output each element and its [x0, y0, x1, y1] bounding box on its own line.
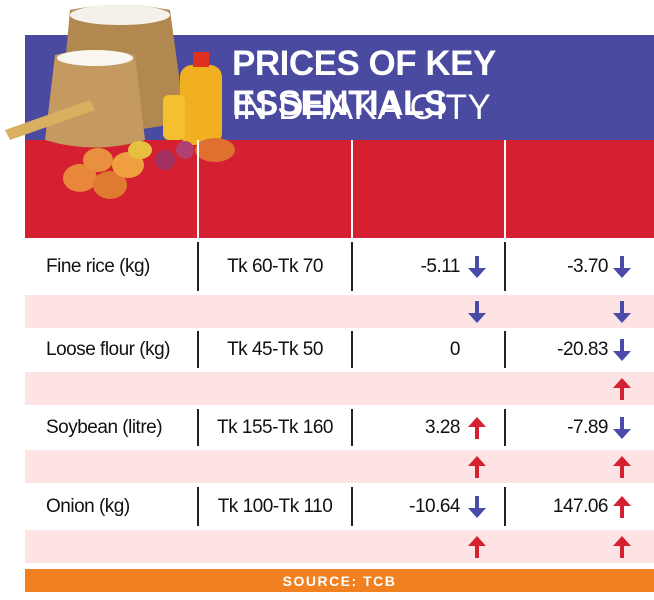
column-divider [197, 242, 199, 291]
arrow-up [468, 535, 486, 558]
change-2: -7.89 [567, 416, 608, 438]
arrow-shape [468, 455, 486, 478]
item-name: Loose flour (kg) [46, 338, 171, 360]
column-divider [197, 409, 199, 446]
price-range: Tk 100-Tk 110 [217, 495, 333, 517]
arrow-up [468, 416, 486, 439]
item-name: Onion (kg) [46, 495, 130, 517]
pink-row [25, 372, 654, 405]
change-2: -3.70 [567, 255, 608, 277]
arrow-down [613, 416, 631, 439]
column-divider [504, 242, 506, 291]
change-1: 0 [449, 338, 461, 360]
arrow-up [613, 495, 631, 518]
column-divider [504, 140, 506, 238]
item-name: Fine rice (kg) [46, 255, 150, 277]
column-divider [351, 487, 353, 526]
pink-row [25, 295, 654, 328]
arrow-shape [613, 377, 631, 400]
arrow-down [468, 300, 486, 323]
price-range: Tk 155-Tk 160 [217, 416, 334, 438]
change-1: 3.28 [425, 416, 460, 438]
arrow-shape [468, 416, 486, 439]
arrow-down [468, 255, 486, 278]
change-2: -20.83 [557, 338, 608, 360]
column-divider [351, 409, 353, 446]
price-range: Tk 45-Tk 50 [227, 338, 323, 360]
pink-row [25, 450, 654, 483]
arrow-up [613, 455, 631, 478]
change-1: -5.11 [420, 255, 461, 277]
column-divider [197, 331, 199, 368]
column-divider [351, 331, 353, 368]
column-divider [504, 487, 506, 526]
source-note: SOURCE: TCB [25, 569, 654, 592]
arrow-down [468, 495, 486, 518]
arrow-shape [468, 495, 486, 518]
arrow-up [613, 377, 631, 400]
column-divider [351, 242, 353, 291]
arrow-shape [613, 300, 631, 323]
arrow-up [613, 535, 631, 558]
arrow-shape [468, 255, 486, 278]
arrow-shape [613, 255, 631, 278]
item-name: Soybean (litre) [46, 416, 163, 438]
change-2: 147.06 [552, 495, 609, 517]
arrow-shape [613, 455, 631, 478]
change-1: -10.64 [409, 495, 460, 517]
arrow-shape [613, 416, 631, 439]
arrow-shape [613, 338, 631, 361]
column-divider [197, 140, 199, 238]
pink-row [25, 530, 654, 563]
column-divider [197, 487, 199, 526]
arrow-shape [468, 300, 486, 323]
arrow-down [613, 300, 631, 323]
food-illustration [5, 5, 235, 199]
title: PRICES OF KEY ESSENTIALS [232, 44, 496, 123]
arrow-up [468, 455, 486, 478]
arrow-shape [613, 495, 631, 518]
column-divider [504, 331, 506, 368]
arrow-shape [613, 535, 631, 558]
subtitle: IN DHAKA CITY [232, 88, 492, 127]
arrow-down [613, 338, 631, 361]
column-divider [504, 409, 506, 446]
price-range: Tk 60-Tk 70 [227, 255, 323, 277]
arrow-down [613, 255, 631, 278]
column-divider [351, 140, 353, 238]
arrow-shape [468, 535, 486, 558]
